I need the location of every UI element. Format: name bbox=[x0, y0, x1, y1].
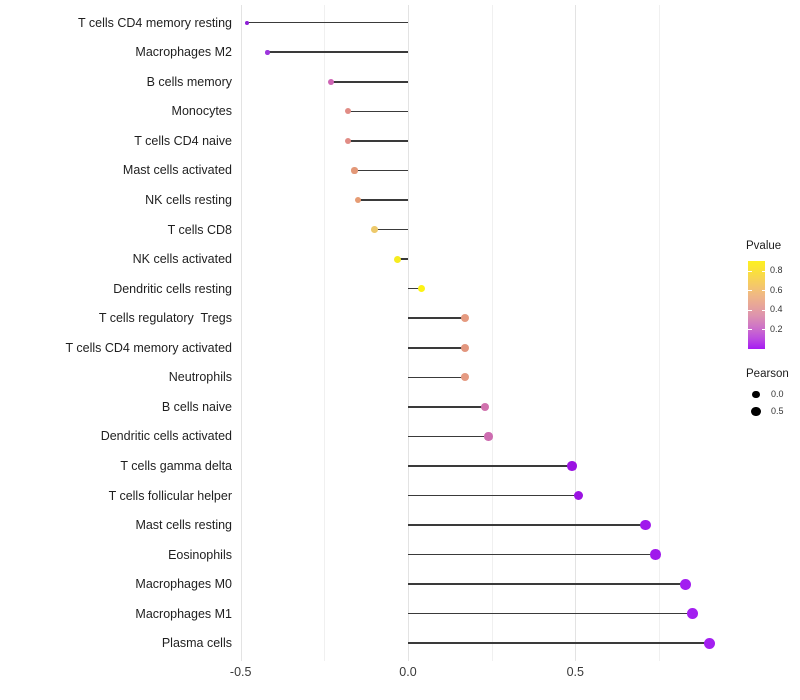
x-gridline-major bbox=[240, 5, 242, 661]
colorbar-tick-label: 0.2 bbox=[770, 323, 783, 334]
lollipop-dot bbox=[354, 196, 361, 204]
lollipop-dot bbox=[480, 402, 490, 412]
category-label: Dendritic cells activated bbox=[100, 429, 232, 444]
colorbar-tick bbox=[761, 290, 765, 292]
lollipop-dot bbox=[640, 519, 651, 531]
colorbar-tick bbox=[761, 329, 765, 331]
x-axis-tick-label: -0.5 bbox=[229, 665, 252, 679]
lollipop-stem bbox=[267, 51, 408, 54]
colorbar-tick-label: 0.4 bbox=[770, 304, 783, 315]
lollipop-dot bbox=[460, 314, 469, 323]
pearson-size-dot bbox=[752, 390, 760, 398]
lollipop-stem bbox=[408, 494, 579, 497]
lollipop-stem bbox=[331, 81, 408, 83]
category-label: Plasma cells bbox=[161, 636, 232, 651]
colorbar-tick bbox=[748, 270, 752, 272]
pearson-size-label: 0.5 bbox=[771, 406, 784, 417]
x-gridline-minor bbox=[324, 5, 326, 661]
lollipop-stem bbox=[408, 376, 465, 379]
category-label: Macrophages M0 bbox=[135, 577, 232, 592]
lollipop-stem bbox=[408, 287, 422, 290]
category-label: T cells CD4 memory activated bbox=[65, 340, 233, 355]
lollipop-dot bbox=[265, 49, 270, 55]
category-label: T cells CD4 memory resting bbox=[78, 15, 232, 30]
lollipop-dot bbox=[394, 255, 402, 263]
colorbar-tick bbox=[748, 329, 752, 331]
lollipop-dot bbox=[460, 373, 469, 382]
x-gridline-major bbox=[408, 5, 409, 661]
x-gridline-minor bbox=[658, 5, 660, 661]
lollipop-stem bbox=[354, 169, 408, 172]
category-label: T cells regulatory Tregs bbox=[98, 311, 232, 326]
lollipop-dot bbox=[573, 490, 584, 501]
lollipop-dot bbox=[344, 108, 351, 115]
lollipop-dot bbox=[703, 637, 715, 649]
category-label: Eosinophils bbox=[168, 547, 232, 562]
pearson-legend-title: Pearson bbox=[746, 368, 789, 380]
lollipop-dot bbox=[245, 20, 250, 25]
lollipop-dot bbox=[351, 167, 358, 174]
lollipop-dot bbox=[567, 461, 577, 471]
lollipop-stem bbox=[408, 583, 686, 585]
lollipop-dot bbox=[417, 284, 426, 293]
lollipop-dot bbox=[686, 608, 698, 620]
x-axis-tick-label: 0.5 bbox=[566, 665, 584, 679]
lollipop-stem bbox=[247, 21, 408, 24]
category-label: Mast cells activated bbox=[122, 163, 232, 178]
pearson-size-dot bbox=[751, 406, 761, 417]
lollipop-stem bbox=[408, 642, 710, 645]
lollipop-stem bbox=[397, 258, 408, 260]
pvalue-legend-title: Pvalue bbox=[746, 240, 782, 252]
category-label: T cells CD8 bbox=[167, 222, 232, 237]
colorbar-tick bbox=[748, 309, 752, 311]
lollipop-stem bbox=[347, 140, 408, 142]
lollipop-stem bbox=[408, 612, 693, 615]
category-label: T cells CD4 naive bbox=[134, 133, 232, 148]
colorbar-tick-label: 0.8 bbox=[770, 265, 783, 276]
category-label: NK cells resting bbox=[145, 193, 232, 207]
lollipop-stem bbox=[408, 406, 485, 408]
lollipop-dot bbox=[680, 578, 692, 590]
x-gridline-minor bbox=[491, 5, 493, 661]
category-label: NK cells activated bbox=[132, 252, 232, 267]
lollipop-stem bbox=[408, 317, 465, 319]
category-label: T cells follicular helper bbox=[108, 488, 232, 503]
category-label: T cells gamma delta bbox=[120, 458, 232, 473]
colorbar-tick bbox=[761, 270, 765, 272]
colorbar-tick bbox=[748, 290, 752, 292]
category-label: Mast cells resting bbox=[135, 518, 232, 533]
x-gridline-major bbox=[575, 5, 577, 661]
category-label: Macrophages M1 bbox=[135, 606, 232, 621]
lollipop-dot bbox=[328, 78, 334, 85]
lollipop-stem bbox=[408, 465, 572, 467]
lollipop-dot bbox=[650, 549, 661, 560]
lollipop-stem bbox=[408, 553, 656, 556]
lollipop-stem bbox=[347, 110, 408, 113]
category-label: Macrophages M2 bbox=[135, 45, 232, 60]
category-label: Neutrophils bbox=[168, 370, 232, 385]
category-label: Monocytes bbox=[171, 104, 232, 119]
pvalue-colorbar bbox=[748, 261, 765, 349]
category-label: Dendritic cells resting bbox=[113, 281, 232, 296]
category-label: B cells naive bbox=[161, 399, 232, 414]
lollipop-dot bbox=[371, 226, 378, 233]
lollipop-stem bbox=[408, 524, 646, 526]
lollipop-stem bbox=[357, 199, 408, 201]
colorbar-tick-label: 0.6 bbox=[770, 284, 783, 295]
lollipop-stem bbox=[408, 435, 489, 438]
lollipop-stem bbox=[408, 346, 465, 349]
colorbar-tick bbox=[761, 309, 765, 311]
pearson-size-label: 0.0 bbox=[771, 388, 784, 399]
lollipop-dot bbox=[484, 432, 493, 441]
category-label: B cells memory bbox=[146, 74, 232, 89]
lollipop-dot bbox=[460, 343, 469, 352]
lollipop-dot bbox=[344, 137, 351, 145]
x-axis-tick-label: 0.0 bbox=[399, 665, 417, 679]
lollipop-stem bbox=[374, 228, 408, 231]
